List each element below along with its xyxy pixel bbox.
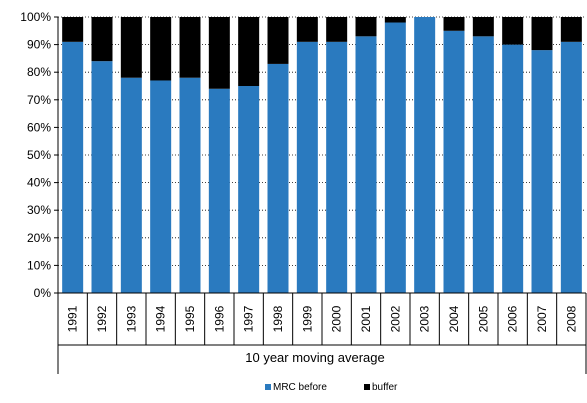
legend-label: buffer — [372, 382, 398, 393]
y-tick-label: 60% — [27, 120, 51, 134]
x-tick-label: 1991 — [66, 305, 80, 332]
bar-mrc-before-2006 — [502, 44, 524, 293]
bar-mrc-before-2004 — [443, 30, 465, 294]
bar-buffer-2002 — [384, 17, 406, 23]
x-tick-label: 2006 — [506, 305, 520, 332]
bar-mrc-before-2002 — [384, 22, 406, 294]
bar-buffer-1991 — [62, 17, 84, 42]
x-axis: 1991 1992 1993 1994 1995 1996 1997 1998 1999 2000… — [57, 292, 587, 374]
bar-buffer-2001 — [355, 17, 377, 37]
bar-buffer-1998 — [267, 17, 289, 64]
x-tick-label: 2003 — [418, 305, 432, 332]
x-tick-label: 1999 — [300, 305, 314, 332]
gridlines — [58, 16, 586, 266]
y-tick-label: 100% — [20, 10, 51, 24]
x-tick-label: 2007 — [535, 305, 549, 332]
x-tick-label: 2000 — [330, 305, 344, 332]
bar-buffer-2006 — [502, 17, 524, 45]
bar-mrc-before-1991 — [62, 41, 84, 294]
y-tick-label: 40% — [27, 176, 51, 190]
bar-buffer-1993 — [120, 17, 142, 78]
bar-buffer-2005 — [472, 17, 494, 37]
x-tick-label: 2005 — [476, 305, 490, 332]
bar-buffer-1997 — [238, 17, 260, 86]
x-axis-label: 10 year moving average — [245, 350, 384, 365]
y-tick-label: 70% — [27, 93, 51, 107]
bars — [62, 17, 582, 294]
bar-buffer-1994 — [150, 17, 172, 81]
bar-mrc-before-2007 — [531, 50, 553, 294]
bar-buffer-1992 — [91, 17, 113, 62]
x-tick-label: 1992 — [95, 305, 109, 332]
bar-mrc-before-1996 — [208, 88, 230, 293]
x-tick-label: 2001 — [359, 305, 373, 332]
bar-buffer-2008 — [560, 17, 582, 42]
y-tick-label: 30% — [27, 203, 51, 217]
bar-mrc-before-1994 — [150, 80, 172, 293]
x-tick-label: 1996 — [212, 305, 226, 332]
x-tick-label: 1994 — [154, 305, 168, 332]
x-tick-label: 2002 — [388, 305, 402, 332]
x-tick-label: 1998 — [271, 305, 285, 332]
x-tick-label: 1995 — [183, 305, 197, 332]
x-tick-label: 1993 — [124, 305, 138, 332]
bar-buffer-1995 — [179, 17, 201, 78]
bar-buffer-2007 — [531, 17, 553, 51]
y-tick-label: 10% — [27, 258, 51, 272]
bar-mrc-before-1999 — [296, 41, 318, 294]
x-tick-label: 2008 — [564, 305, 578, 332]
x-tick-label: 2004 — [447, 305, 461, 332]
legend-label: MRC before — [273, 382, 327, 393]
bar-buffer-1999 — [296, 17, 318, 42]
y-tick-label: 80% — [27, 65, 51, 79]
legend-swatch — [364, 384, 370, 390]
bar-mrc-before-2003 — [414, 17, 436, 293]
bar-mrc-before-2008 — [560, 41, 582, 294]
bar-buffer-1996 — [208, 17, 230, 89]
bar-buffer-2000 — [326, 17, 348, 42]
legend: MRC before buffer — [265, 382, 398, 393]
bar-mrc-before-1998 — [267, 63, 289, 293]
y-tick-label: 0% — [34, 286, 52, 300]
legend-swatch — [265, 384, 271, 390]
bar-mrc-before-1997 — [238, 86, 260, 293]
y-tick-label: 50% — [27, 148, 51, 162]
bar-buffer-2004 — [443, 17, 465, 31]
bar-mrc-before-2005 — [472, 36, 494, 293]
bar-mrc-before-2001 — [355, 36, 377, 293]
y-tick-label: 90% — [27, 38, 51, 52]
y-axis: 0% 10% 20% 30% 40% 50% 60% 70% 80% 90% 100% — [20, 10, 59, 300]
bar-mrc-before-2000 — [326, 41, 348, 294]
bar-mrc-before-1992 — [91, 61, 113, 293]
bar-mrc-before-1993 — [120, 77, 142, 293]
y-tick-label: 20% — [27, 231, 51, 245]
x-tick-label: 1997 — [242, 305, 256, 332]
bar-mrc-before-1995 — [179, 77, 201, 293]
